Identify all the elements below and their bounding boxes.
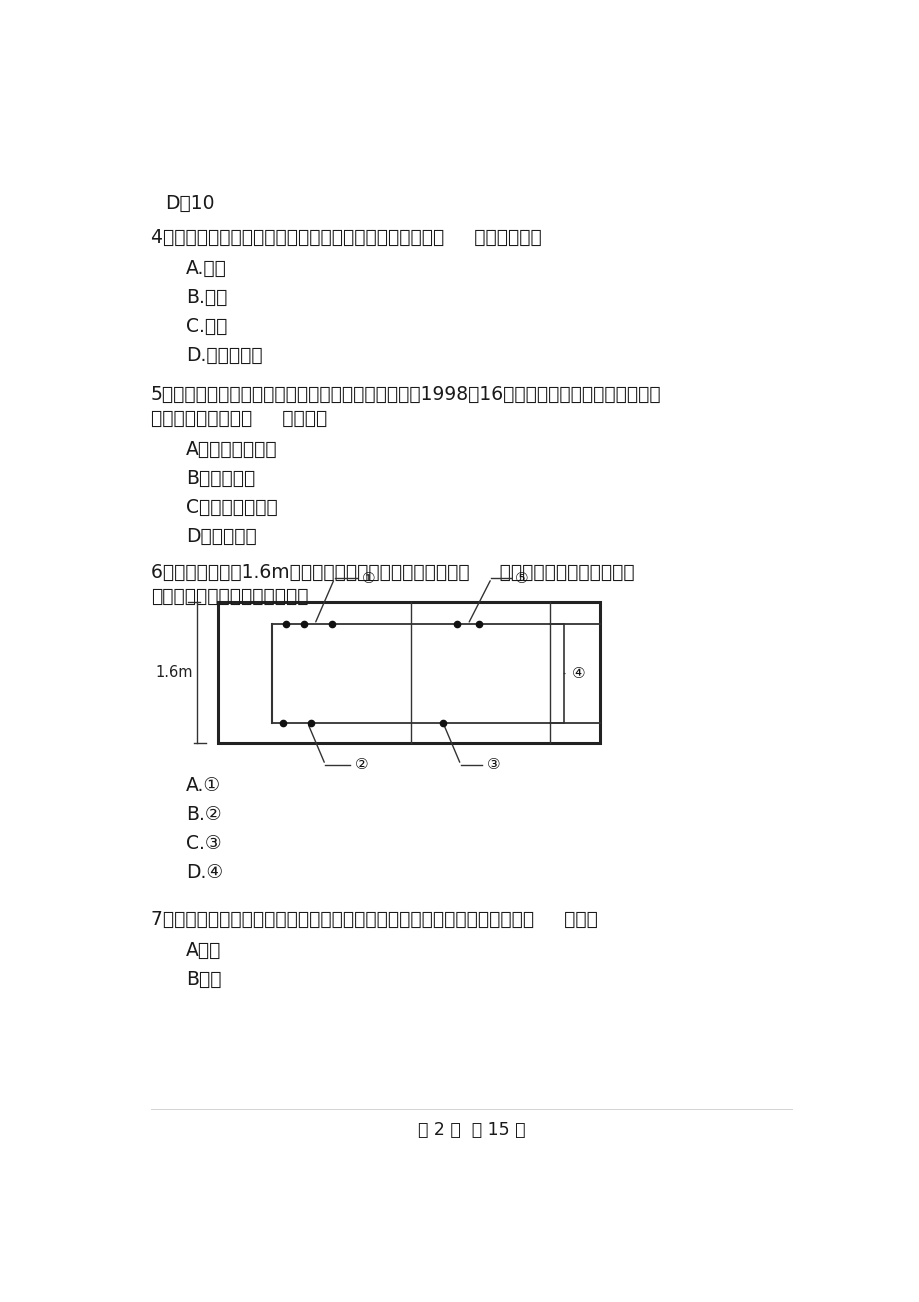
- Text: B.②: B.②: [186, 805, 221, 824]
- Text: ①: ①: [361, 570, 375, 586]
- Text: 应摊入有效重量的工程单价中。: 应摊入有效重量的工程单价中。: [151, 587, 308, 607]
- Text: 4、《水利工程建设重大质量与安全事故应急预案》属于（     ）应急预案。: 4、《水利工程建设重大质量与安全事故应急预案》属于（ ）应急预案。: [151, 228, 540, 247]
- Text: B．二: B．二: [186, 970, 221, 990]
- Text: ④: ④: [572, 667, 585, 681]
- Text: D．10: D．10: [165, 194, 214, 214]
- Text: D.企事业单位: D.企事业单位: [186, 346, 263, 365]
- Text: 6、某水闸底板厚1.6m，其钙筋示意图如下。其中编号为（     ）钙筋的费用不单独计列，: 6、某水闸底板厚1.6m，其钙筋示意图如下。其中编号为（ ）钙筋的费用不单独计列…: [151, 564, 633, 582]
- Text: 备阶段的工作应由（     ）完成。: 备阶段的工作应由（ ）完成。: [151, 409, 326, 428]
- Text: 5、根据《水利工程建设程序管理暂行规定》（水建［1998］16号），水利工程建设项目生产准: 5、根据《水利工程建设程序管理暂行规定》（水建［1998］16号），水利工程建设…: [151, 385, 661, 404]
- Text: A.①: A.①: [186, 776, 221, 794]
- Text: D．施工单位: D．施工单位: [186, 527, 256, 546]
- Text: ⑤: ⑤: [515, 570, 528, 586]
- Text: C.③: C.③: [186, 835, 221, 853]
- Text: A．项目主管部门: A．项目主管部门: [186, 440, 278, 460]
- Text: A．一: A．一: [186, 941, 221, 961]
- Text: ②: ②: [354, 758, 368, 772]
- Text: B.部门: B.部门: [186, 288, 227, 306]
- Text: 1.6m: 1.6m: [155, 665, 193, 680]
- Text: C.地方: C.地方: [186, 316, 227, 336]
- Text: B．项目法人: B．项目法人: [186, 469, 255, 488]
- Text: 7、某中型泵站工程基础施工期间采用深井降水，此深井降水用电负荷应为（     ）类。: 7、某中型泵站工程基础施工期间采用深井降水，此深井降水用电负荷应为（ ）类。: [151, 910, 596, 930]
- Text: A.专项: A.专项: [186, 259, 227, 277]
- Bar: [218, 603, 599, 742]
- Text: C．运行管理单位: C．运行管理单位: [186, 499, 278, 517]
- Text: ③: ③: [486, 758, 500, 772]
- Text: 第 2 页  共 15 页: 第 2 页 共 15 页: [417, 1121, 525, 1139]
- Text: D.④: D.④: [186, 863, 223, 881]
